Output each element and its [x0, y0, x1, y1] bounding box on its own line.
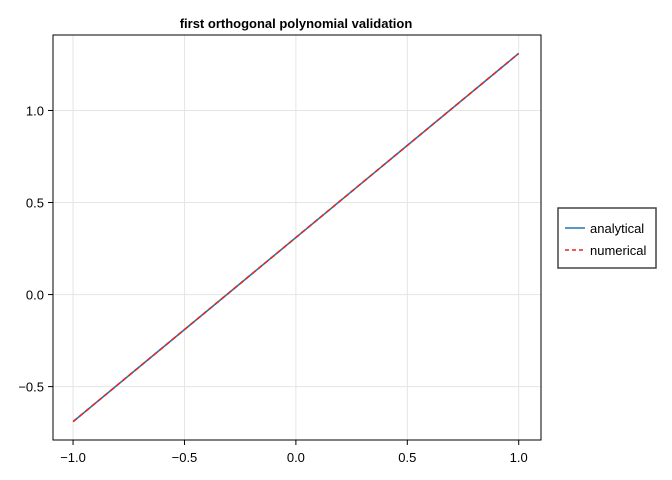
legend-box	[557, 207, 657, 269]
y-tick-label: 0.5	[26, 196, 44, 211]
y-tick-label: 1.0	[26, 103, 44, 118]
x-tick-label: 0.5	[398, 450, 416, 465]
series-line-numerical	[72, 52, 520, 423]
chart-title: first orthogonal polynomial validation	[180, 16, 413, 31]
x-tick-label: −1.0	[60, 450, 86, 465]
y-tick-label: 0.0	[26, 288, 44, 303]
ticks: −1.0 −0.5 0.0 0.5 1.0 −0.5 0.0 0.5 1.0	[18, 103, 527, 465]
y-tick-label: −0.5	[18, 380, 44, 395]
x-tick-label: 0.0	[287, 450, 305, 465]
series-layer	[72, 52, 520, 423]
x-tick-label: 1.0	[510, 450, 528, 465]
x-tick-label: −0.5	[172, 450, 198, 465]
legend-label-analytical: analytical	[590, 221, 644, 236]
plot-frame	[52, 34, 542, 441]
legend-label-numerical: numerical	[590, 243, 646, 258]
legend: analytical numerical	[557, 207, 657, 269]
